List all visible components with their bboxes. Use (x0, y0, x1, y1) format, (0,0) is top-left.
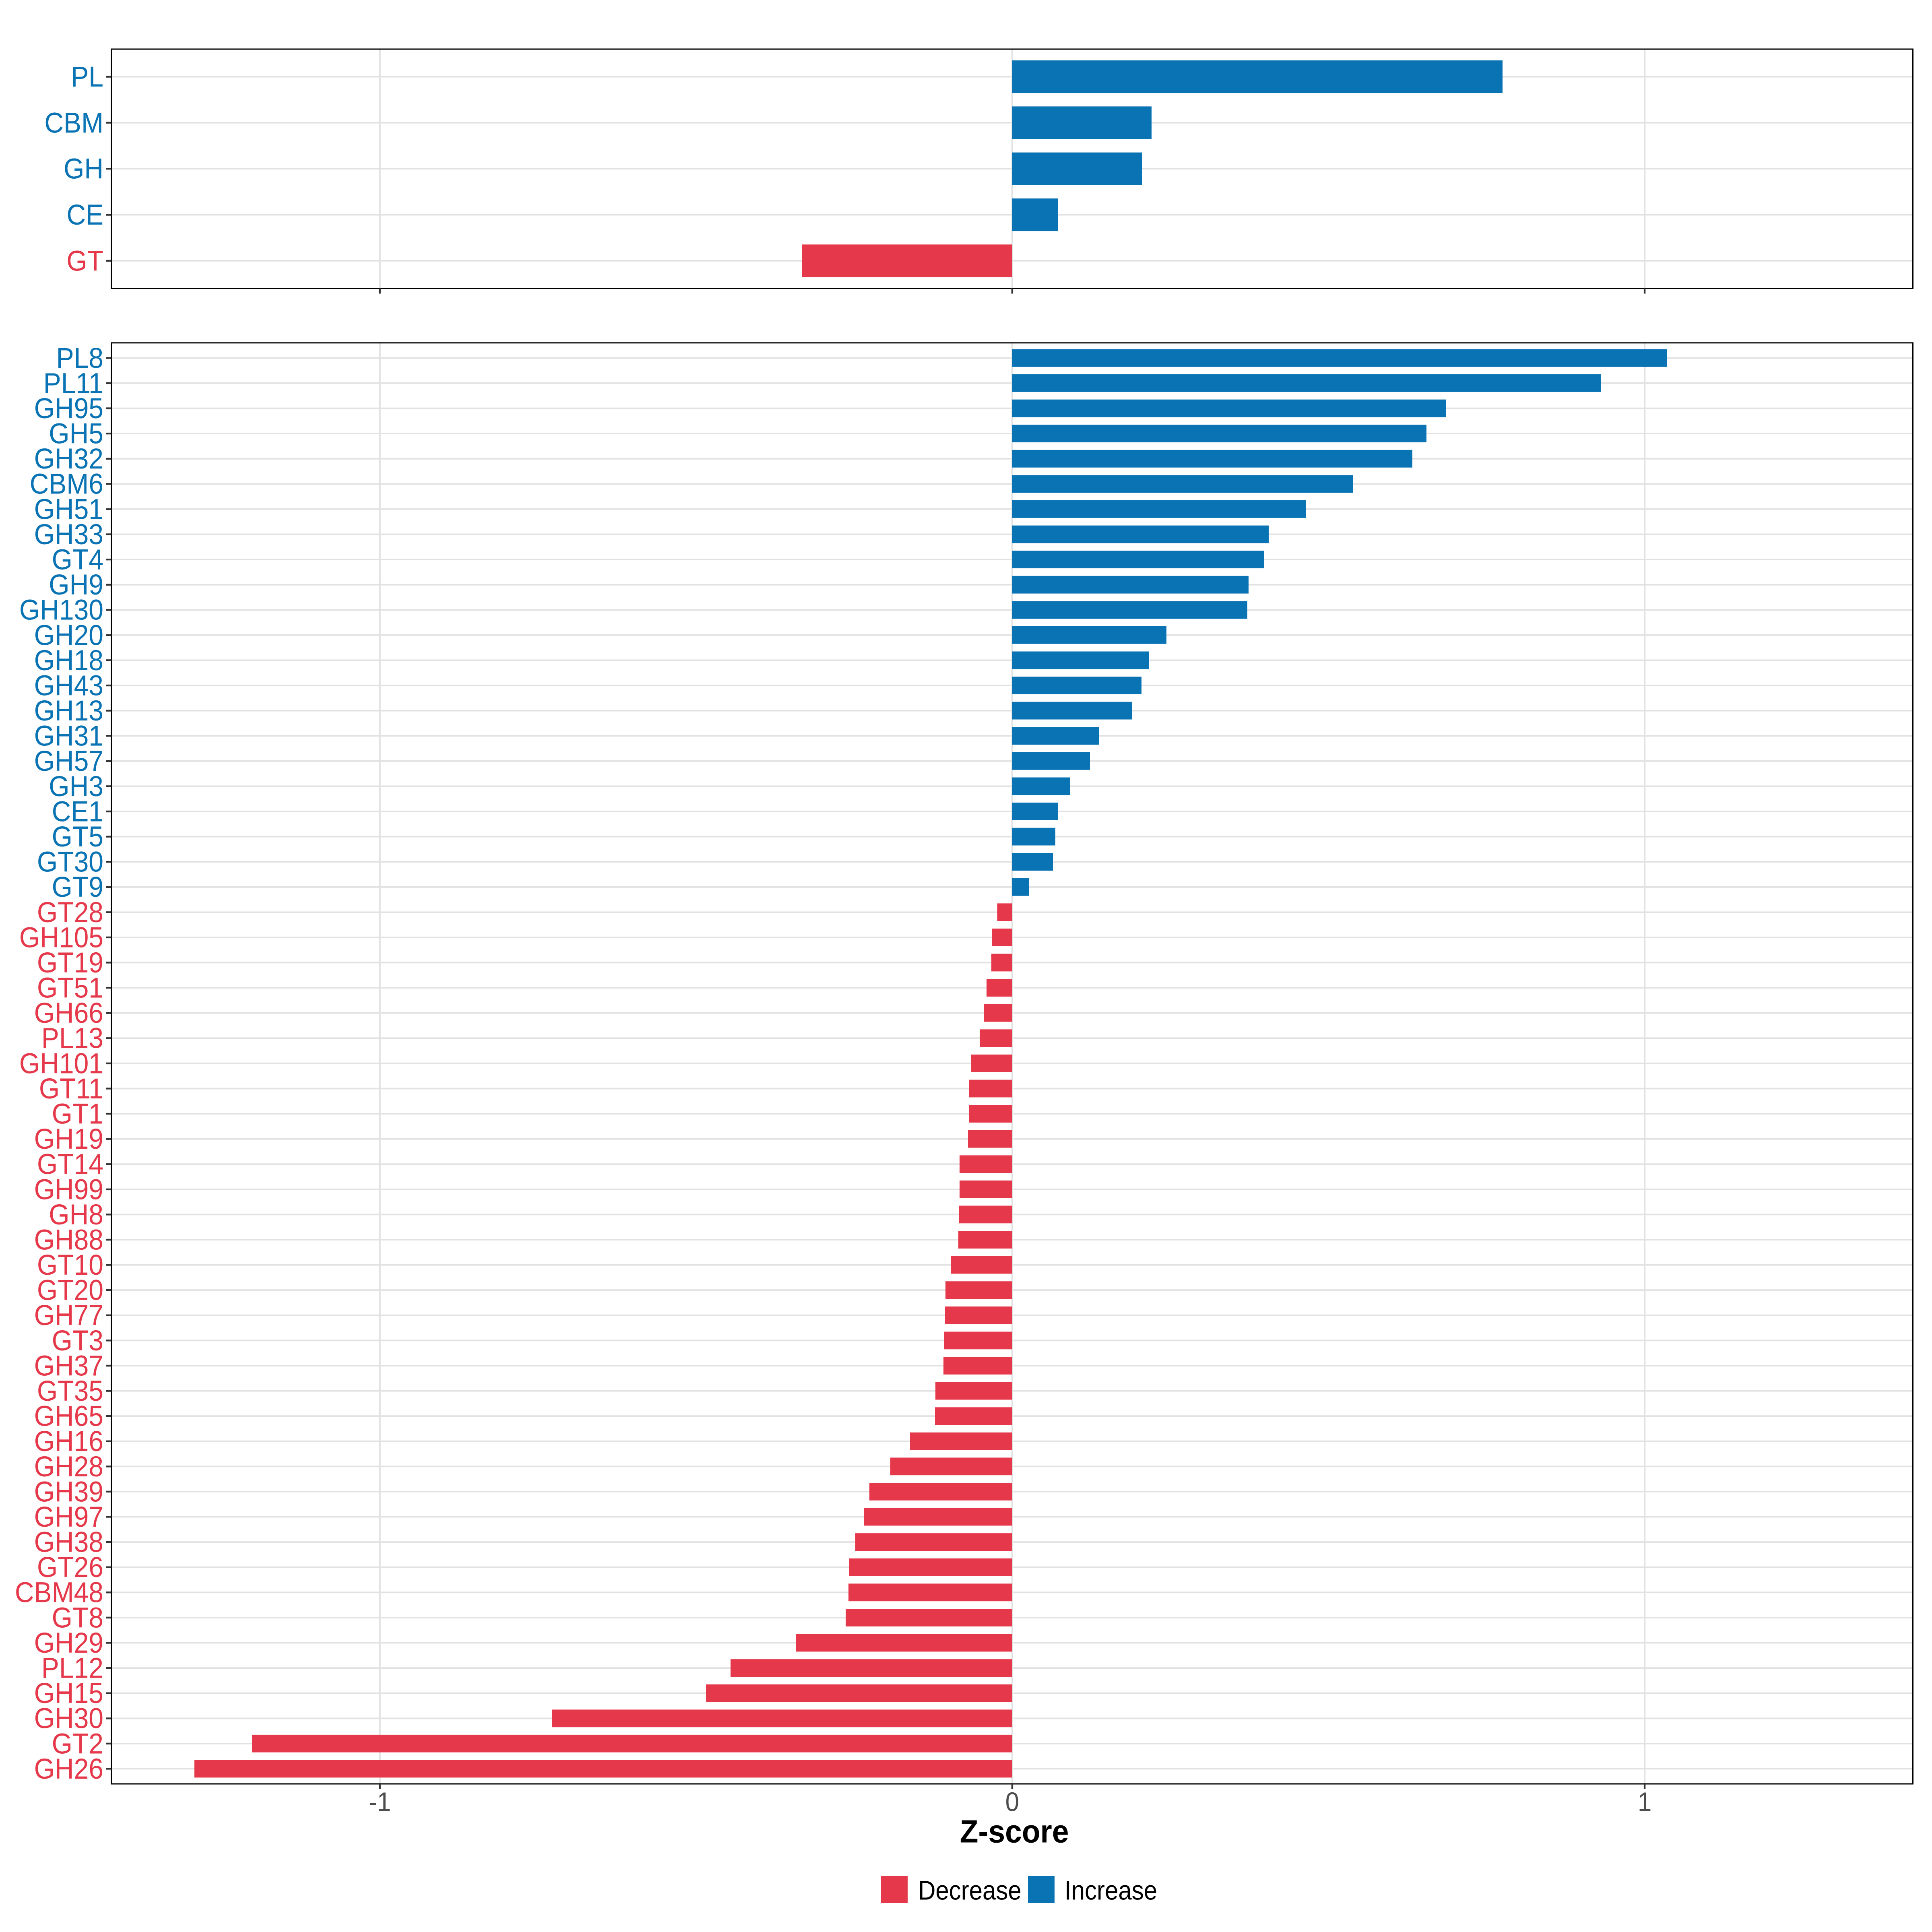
svg-text:PL: PL (71, 61, 103, 93)
svg-text:Decrease: Decrease (918, 1876, 1022, 1906)
svg-text:GH26: GH26 (34, 1752, 103, 1785)
svg-text:GH5: GH5 (49, 417, 103, 450)
svg-text:GT9: GT9 (52, 871, 103, 903)
svg-text:GH18: GH18 (34, 644, 103, 676)
svg-text:GH51: GH51 (34, 493, 103, 525)
svg-text:GH101: GH101 (19, 1047, 103, 1080)
svg-text:GH99: GH99 (34, 1173, 103, 1205)
svg-text:GH: GH (64, 153, 103, 185)
svg-text:CBM48: CBM48 (15, 1576, 103, 1608)
svg-text:GH39: GH39 (34, 1476, 103, 1508)
svg-text:GT5: GT5 (52, 821, 103, 853)
svg-text:GH105: GH105 (19, 921, 103, 954)
svg-text:GH16: GH16 (34, 1425, 103, 1457)
svg-text:PL12: PL12 (41, 1652, 103, 1684)
svg-text:GH97: GH97 (34, 1501, 103, 1533)
svg-text:0: 0 (1005, 1787, 1019, 1816)
svg-text:GH66: GH66 (34, 997, 103, 1029)
svg-text:GT4: GT4 (52, 543, 103, 576)
svg-text:GH31: GH31 (34, 720, 103, 752)
svg-text:GT: GT (66, 245, 103, 277)
svg-text:Increase: Increase (1065, 1876, 1157, 1906)
svg-text:1: 1 (1638, 1787, 1651, 1816)
svg-text:CBM: CBM (44, 107, 103, 139)
svg-text:CE1: CE1 (52, 795, 103, 828)
svg-text:GH37: GH37 (34, 1350, 103, 1382)
svg-text:GH19: GH19 (34, 1123, 103, 1155)
svg-text:GT26: GT26 (37, 1551, 103, 1583)
svg-text:GH29: GH29 (34, 1627, 103, 1659)
svg-text:GH57: GH57 (34, 745, 103, 777)
svg-text:GT11: GT11 (39, 1073, 103, 1105)
svg-text:GH95: GH95 (34, 392, 103, 425)
svg-text:GT2: GT2 (52, 1728, 103, 1760)
svg-text:GH43: GH43 (34, 669, 103, 702)
svg-text:GH88: GH88 (34, 1224, 103, 1256)
svg-text:GT3: GT3 (52, 1324, 103, 1356)
svg-text:GH77: GH77 (34, 1299, 103, 1331)
svg-text:GH9: GH9 (49, 569, 103, 601)
svg-text:GH8: GH8 (49, 1198, 103, 1230)
svg-text:PL11: PL11 (43, 367, 103, 399)
svg-text:GT10: GT10 (37, 1249, 103, 1281)
svg-text:GH3: GH3 (49, 770, 103, 802)
svg-text:CE: CE (66, 199, 103, 231)
svg-text:GH130: GH130 (19, 594, 103, 626)
svg-text:GT1: GT1 (52, 1098, 103, 1130)
svg-text:GH65: GH65 (34, 1400, 103, 1432)
svg-text:GT8: GT8 (52, 1602, 103, 1634)
svg-text:PL13: PL13 (41, 1022, 103, 1054)
svg-text:GH28: GH28 (34, 1450, 103, 1482)
svg-text:GH32: GH32 (34, 443, 103, 475)
svg-text:GT51: GT51 (37, 972, 103, 1004)
svg-text:-1: -1 (369, 1787, 391, 1816)
svg-text:GH30: GH30 (34, 1702, 103, 1734)
svg-text:GT35: GT35 (37, 1375, 103, 1407)
svg-text:GT28: GT28 (37, 896, 103, 928)
svg-text:GH33: GH33 (34, 518, 103, 551)
svg-text:GT30: GT30 (37, 846, 103, 878)
svg-text:PL8: PL8 (56, 342, 103, 374)
svg-text:Z-score: Z-score (960, 1814, 1069, 1849)
svg-text:GT20: GT20 (37, 1274, 103, 1306)
svg-text:GT19: GT19 (37, 947, 103, 979)
svg-text:CBM6: CBM6 (30, 468, 103, 500)
svg-text:GH38: GH38 (34, 1526, 103, 1558)
svg-text:GH20: GH20 (34, 619, 103, 651)
svg-text:GH13: GH13 (34, 695, 103, 727)
svg-text:GT14: GT14 (37, 1148, 103, 1180)
svg-text:GH15: GH15 (34, 1677, 103, 1709)
